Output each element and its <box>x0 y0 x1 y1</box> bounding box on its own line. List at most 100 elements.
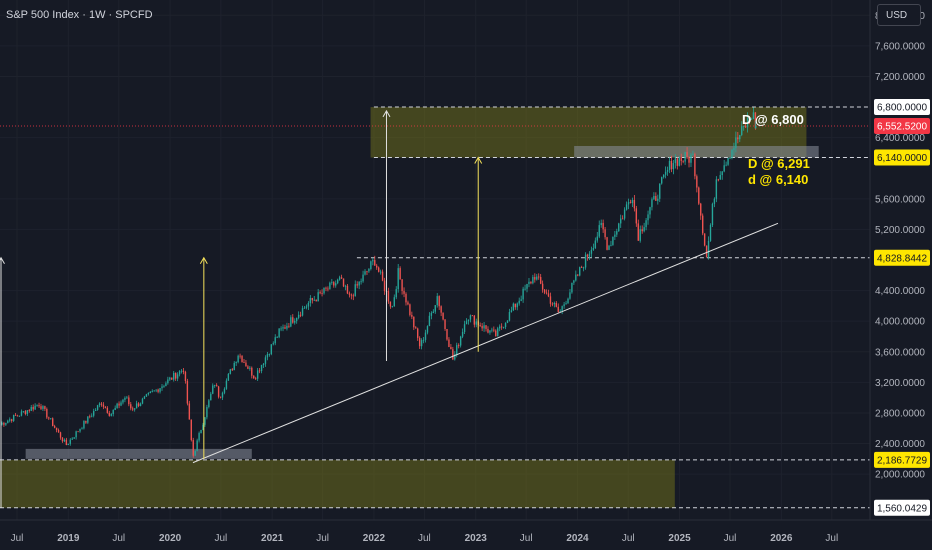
candle-body <box>754 112 757 129</box>
candle-body <box>335 283 337 286</box>
candle-body <box>147 393 150 395</box>
candle-body <box>178 371 181 375</box>
candle-body <box>67 443 70 446</box>
candle-body <box>614 234 616 237</box>
level-label: 1,560.0429 <box>877 503 927 514</box>
candle-body <box>22 411 25 412</box>
candle-body <box>456 345 458 355</box>
candle-body <box>645 220 647 228</box>
candle-body <box>391 306 394 308</box>
y-tick-label: 2,800.0000 <box>875 408 925 419</box>
candle-body <box>682 160 684 162</box>
candles-layer <box>1 107 757 458</box>
candle-body <box>340 277 343 279</box>
candle-body <box>731 149 733 158</box>
candle-body <box>192 440 194 456</box>
candle-body <box>79 429 81 432</box>
candle-body <box>155 389 157 391</box>
candle-body <box>139 403 142 406</box>
candle-body <box>383 280 386 292</box>
candle-body <box>549 296 552 304</box>
candle-body <box>377 267 380 272</box>
candle-body <box>106 407 109 413</box>
candle-body <box>643 227 645 232</box>
candle-body <box>668 160 671 170</box>
level-label-bg <box>874 149 930 166</box>
candle-body <box>313 299 315 301</box>
price-axis[interactable]: 8,000.00007,600.00007,200.00006,400.0000… <box>874 11 930 516</box>
candle-body <box>188 403 191 420</box>
candle-body <box>532 276 534 284</box>
candle-body <box>586 254 589 257</box>
candle-body <box>518 300 520 304</box>
candle-body <box>608 245 610 250</box>
candle-body <box>461 331 464 337</box>
candle-body <box>258 370 261 372</box>
measure-arrow-head <box>199 256 208 265</box>
x-tick-label: Jul <box>724 533 737 544</box>
x-tick-label: 2026 <box>770 533 793 544</box>
candle-body <box>442 312 444 320</box>
candle-body <box>469 315 472 320</box>
candle-body <box>208 400 210 408</box>
x-tick-label: 2019 <box>57 533 80 544</box>
candle-body <box>284 327 286 329</box>
currency-button[interactable]: USD <box>877 4 921 26</box>
candle-body <box>752 112 755 119</box>
candle-body <box>510 310 513 313</box>
candle-body <box>215 385 218 387</box>
candle-body <box>290 317 292 327</box>
x-tick-label: 2024 <box>566 533 589 544</box>
candle-body <box>350 294 353 296</box>
candle-body <box>274 337 276 344</box>
candle-body <box>557 306 559 312</box>
y-tick-label: 7,600.0000 <box>875 41 925 52</box>
candle-body <box>28 410 30 411</box>
candle-body <box>52 418 54 427</box>
candle-body <box>498 326 501 329</box>
candle-body <box>497 328 499 337</box>
candle-body <box>346 285 349 294</box>
candle-body <box>436 296 438 306</box>
y-tick-label: 3,200.0000 <box>875 378 925 389</box>
candle-body <box>251 367 253 376</box>
candle-body <box>247 366 249 369</box>
x-tick-label: Jul <box>112 533 125 544</box>
candle-body <box>452 349 454 360</box>
candle-body <box>186 381 189 404</box>
candle-body <box>625 204 628 210</box>
candle-body <box>483 325 485 329</box>
candle-body <box>36 405 38 406</box>
candle-body <box>444 319 446 330</box>
candle-body <box>219 396 222 398</box>
y-tick-label: 6,400.0000 <box>875 133 925 144</box>
candle-body <box>512 303 515 311</box>
candle-body <box>204 417 206 425</box>
candle-body <box>133 408 136 410</box>
candle-body <box>684 152 686 162</box>
candle-body <box>299 314 302 316</box>
candle-body <box>7 420 9 423</box>
candle-body <box>448 339 450 348</box>
x-tick-label: Jul <box>622 533 635 544</box>
candle-body <box>715 179 718 199</box>
candle-body <box>446 329 448 340</box>
candle-body <box>547 293 550 297</box>
candle-body <box>59 432 62 438</box>
candle-body <box>317 292 319 302</box>
candle-body <box>12 414 15 421</box>
candle-body <box>526 283 528 289</box>
candle-body <box>57 429 60 433</box>
candle-body <box>479 325 481 326</box>
candle-body <box>253 375 255 379</box>
time-axis[interactable]: Jul 2019 Jul 2020 Jul 2021 Jul 2022 Jul 2023 Jul 20… <box>11 533 839 544</box>
candle-body <box>577 274 579 276</box>
candle-body <box>184 371 187 382</box>
candle-body <box>475 321 477 325</box>
candle-body <box>723 165 725 172</box>
candle-body <box>426 326 429 333</box>
candle-body <box>169 377 171 380</box>
candle-body <box>120 402 122 406</box>
candle-body <box>161 386 163 389</box>
